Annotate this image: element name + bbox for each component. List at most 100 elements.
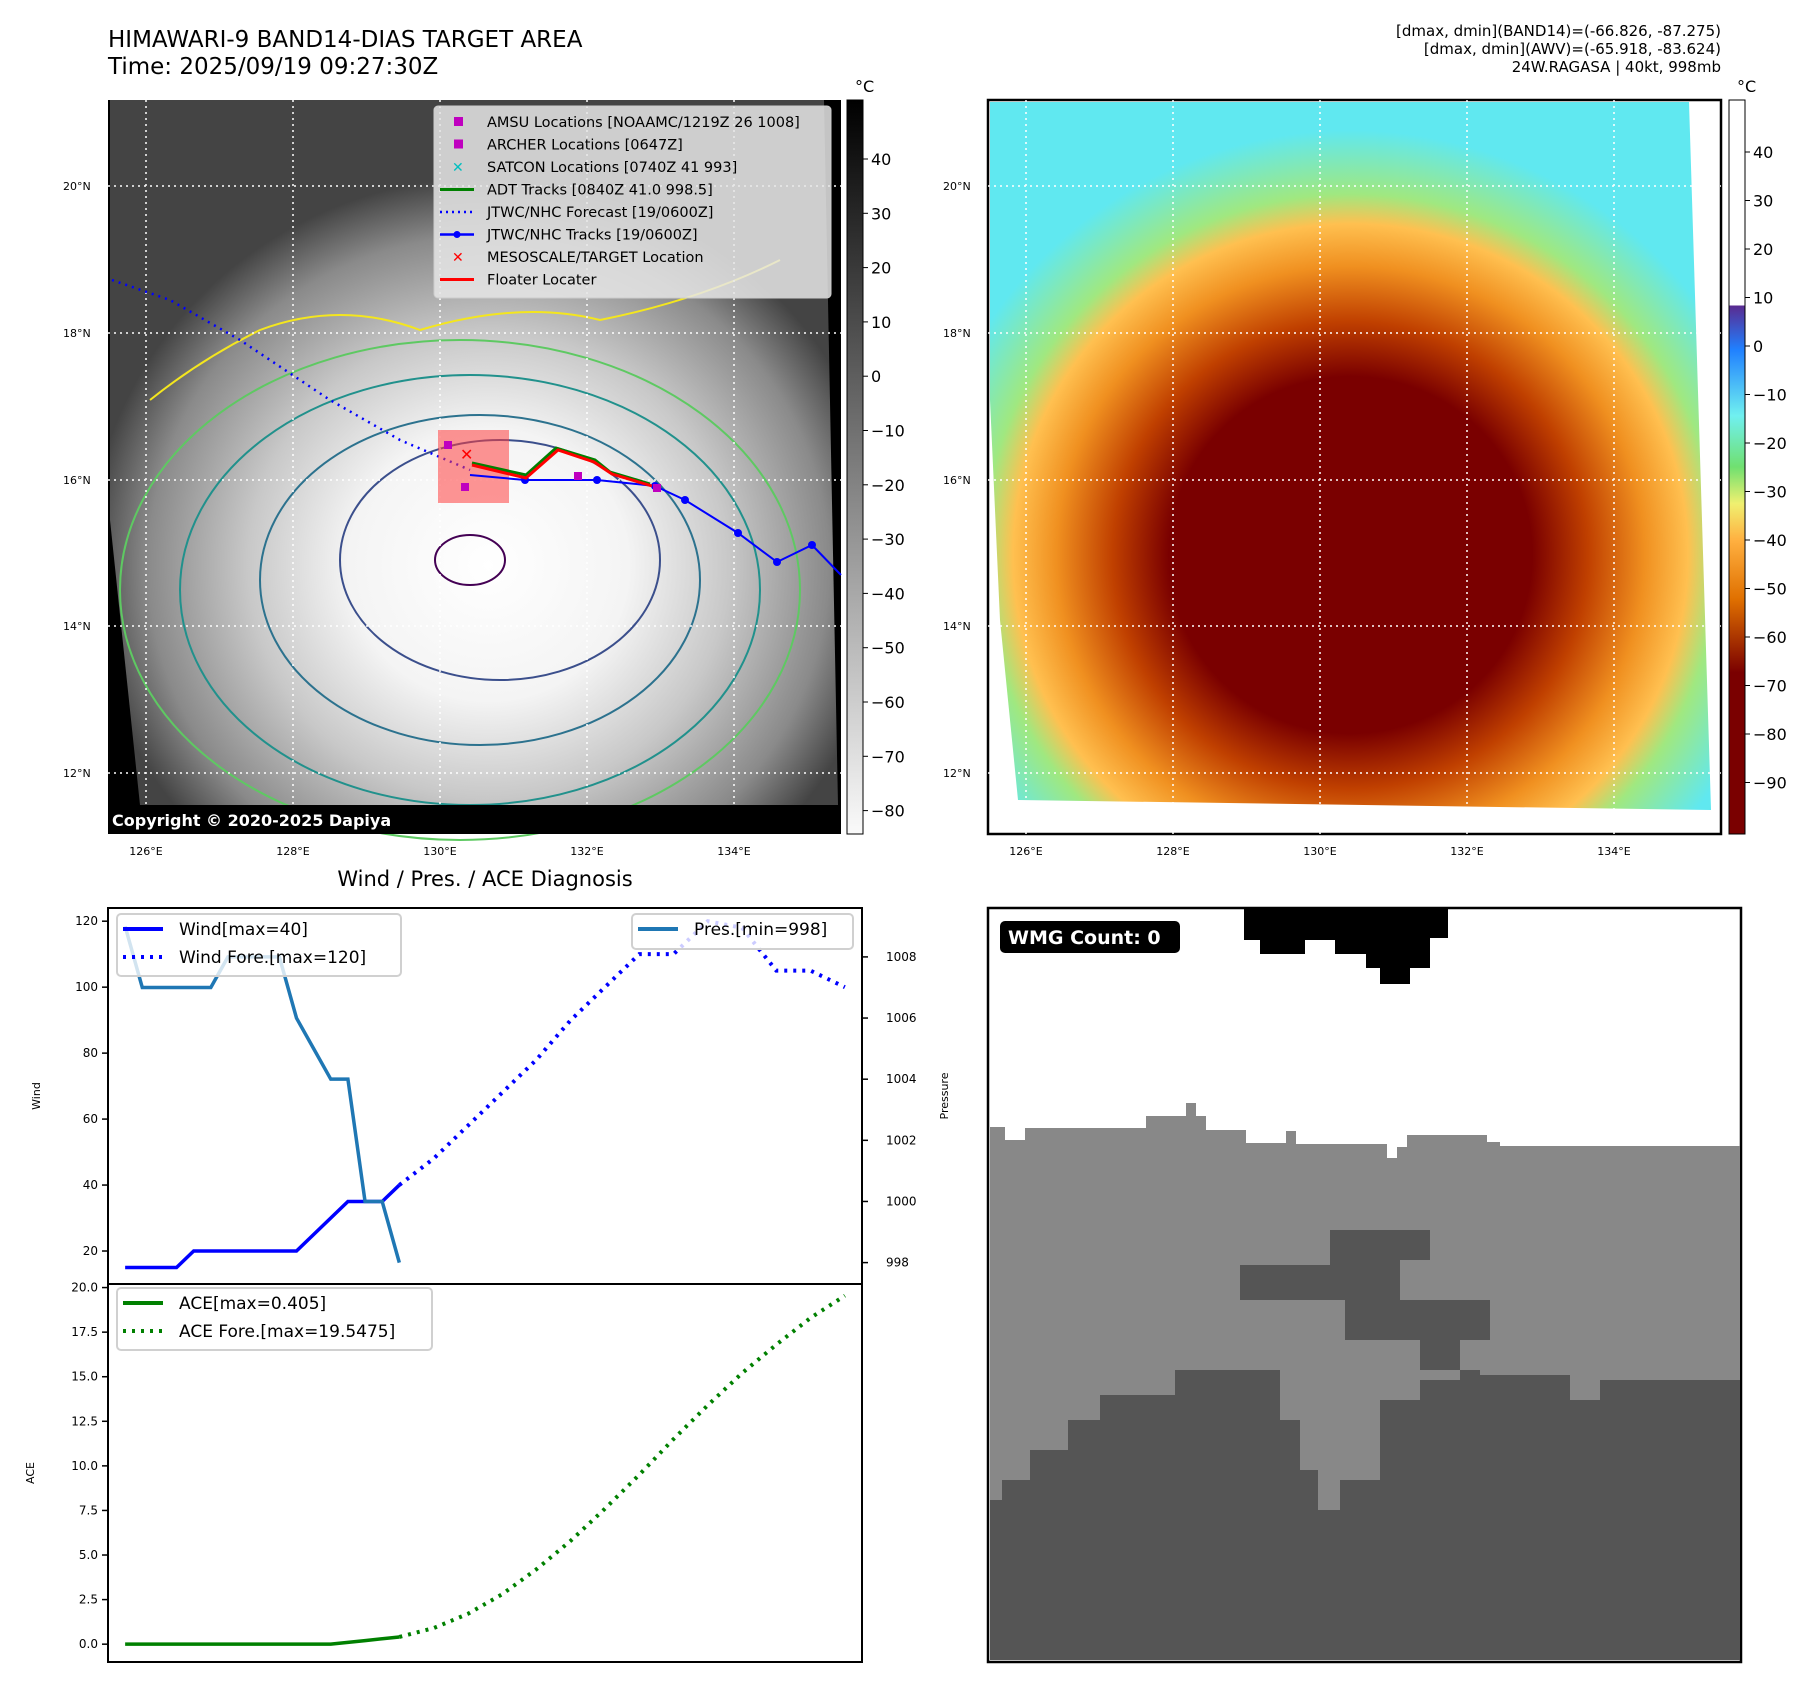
- ir-image-awv: [990, 102, 1711, 810]
- y-tick-label: 17.5: [71, 1325, 98, 1339]
- stats-awv: [dmax, dmin](AWV)=(-65.918, -83.624): [1423, 40, 1721, 58]
- legend-symbol-square: [454, 117, 463, 126]
- lat-label: 16°N: [63, 474, 91, 487]
- legend-pres-label: Pres.[min=998]: [694, 920, 827, 940]
- legend-label: Floater Locater: [487, 273, 596, 289]
- y-tick-label: 80: [83, 1046, 98, 1060]
- lat-label: 14°N: [943, 620, 971, 633]
- svg-text:✕: ✕: [452, 160, 464, 176]
- lat-label: 20°N: [943, 180, 971, 193]
- map-legend-items: AMSU Locations [NOAAMC/1219Z 26 1008] ARC…: [440, 115, 800, 289]
- pressure-axis-label: Pressure: [938, 1072, 951, 1119]
- colorbar-tick-label: −20: [871, 476, 905, 495]
- y-tick-label: 0.0: [79, 1637, 98, 1651]
- y-tick-label-right: 998: [886, 1256, 909, 1270]
- wind-y-ticks: 20 40 60 80 100 120: [75, 914, 108, 1258]
- y-tick-label: 40: [83, 1178, 98, 1192]
- y-tick-label: 20.0: [71, 1281, 98, 1295]
- legend-ace-label: ACE[max=0.405]: [179, 1294, 326, 1314]
- y-tick-label: 100: [75, 980, 98, 994]
- legend-label: ADT Tracks [0840Z 41.0 998.5]: [487, 183, 713, 199]
- amsu-marker: [574, 472, 582, 480]
- right-map-panel: 20°N 18°N 16°N 14°N 12°N 126°E 128°E 130…: [943, 77, 1787, 858]
- y-tick-label-right: 1000: [886, 1194, 917, 1208]
- y-tick-label: 10.0: [71, 1459, 98, 1473]
- lon-label: 132°E: [570, 845, 603, 858]
- y-tick-label: 2.5: [79, 1593, 98, 1607]
- colorbar-tick-label: −20: [1753, 434, 1787, 453]
- legend-symbol-square: [454, 139, 463, 149]
- lon-label: 126°E: [129, 845, 162, 858]
- contour-42: [149, 259, 781, 401]
- colorbar-tick-label: 10: [871, 313, 891, 332]
- lat-label: 12°N: [943, 767, 971, 780]
- y-tick-label: 15.0: [71, 1370, 98, 1384]
- wmg-dark-region: [990, 1230, 1740, 1660]
- ace-y-ticks: 0.0 2.5 5.0 7.5 10.0 12.5 15.0 17.5 20.0: [71, 1281, 108, 1651]
- ace-series: [125, 1293, 846, 1646]
- wind-legend: [116, 913, 402, 977]
- wmg-count-text: WMG Count: 0: [1008, 927, 1161, 949]
- title-line-1: HIMAWARI-9 BAND14-DIAS TARGET AREA: [108, 27, 583, 53]
- colorbar-tick-label: 10: [1753, 289, 1773, 308]
- figure-title: HIMAWARI-9 BAND14-DIAS TARGET AREA Time: …: [108, 27, 582, 81]
- contour-54: [119, 339, 801, 841]
- stats-storm: 24W.RAGASA | 40kt, 998mb: [1511, 58, 1721, 76]
- legend-label: AMSU Locations [NOAAMC/1219Z 26 1008]: [487, 115, 800, 131]
- y-tick-label-right: 1006: [886, 1011, 917, 1025]
- colorbar-tick-label: 40: [1753, 143, 1773, 162]
- colorbar-tick-label: 40: [871, 150, 891, 169]
- ace-axis-label: ACE: [24, 1462, 37, 1484]
- legend-ace-fore-label: ACE Fore.[max=19.5475]: [179, 1322, 395, 1342]
- legend-label: MESOSCALE/TARGET Location: [487, 250, 704, 266]
- archer-marker: [444, 441, 452, 449]
- wmg-panel: WMG Count: 0: [986, 906, 1743, 1664]
- colorbar-tick-label: −60: [871, 693, 905, 712]
- pressure-legend: [631, 913, 854, 950]
- legend-symbol-x: ✕: [452, 160, 464, 176]
- awv-colorbar: [1728, 99, 1746, 835]
- jtwc-forecast-track: [111, 278, 471, 472]
- contour-76: [259, 414, 701, 746]
- legend-wind-fore-label: Wind Fore.[max=120]: [179, 948, 366, 968]
- legend-label: JTWC/NHC Tracks [19/0600Z]: [486, 228, 698, 244]
- right-lat-labels: 20°N 18°N 16°N 14°N 12°N: [943, 180, 971, 780]
- y-tick-label-right: 1002: [886, 1133, 917, 1147]
- stats-band14: [dmax, dmin](BAND14)=(-66.826, -87.275): [1396, 22, 1721, 40]
- lat-label: 16°N: [943, 474, 971, 487]
- lat-label: 20°N: [63, 180, 91, 193]
- gray-colorbar: [846, 99, 864, 835]
- colorbar-tick-label: −30: [871, 530, 905, 549]
- colorbar-tick-label: 0: [1753, 337, 1763, 356]
- legend-symbol-x: ✕: [452, 250, 464, 266]
- colorbar-tick-label: 30: [871, 204, 891, 223]
- copyright-bar: [108, 805, 841, 834]
- colorbar-tick-label: −10: [1753, 386, 1787, 405]
- colorbar-tick-label: −50: [871, 639, 905, 658]
- y-tick-label: 20: [83, 1244, 98, 1258]
- map-legend: [433, 105, 832, 299]
- mesoscale-target-marker: ✕: [460, 445, 473, 464]
- storm-stats: [dmax, dmin](BAND14)=(-66.826, -87.275)[…: [1396, 22, 1721, 76]
- copyright-text: Copyright © 2020-2025 Dapiya: [112, 811, 391, 830]
- gray-colorbar-ticks: 40 30 20 10 0 −10 −20 −30 −40 −50 −60 −70 −80: [863, 150, 905, 821]
- colorbar-tick-label: 20: [871, 259, 891, 278]
- colorbar-tick-label: −40: [871, 584, 905, 603]
- colorbar-unit: °C: [855, 77, 874, 96]
- right-lon-labels: 126°E 128°E 130°E 132°E 134°E: [1009, 845, 1630, 858]
- colorbar-tick-label: −60: [1753, 628, 1787, 647]
- legend-label: SATCON Locations [0740Z 41 993]: [487, 160, 737, 176]
- wmg-black-region: [1244, 908, 1448, 984]
- wmg-count-badge: [1000, 921, 1180, 953]
- colorbar-tick-label: −80: [871, 802, 905, 821]
- contour-core: [434, 534, 506, 586]
- floater-locater: [471, 448, 653, 488]
- y-tick-label: 60: [83, 1112, 98, 1126]
- lat-label: 18°N: [63, 327, 91, 340]
- y-tick-label: 7.5: [79, 1503, 98, 1517]
- y-tick-label: 12.5: [71, 1414, 98, 1428]
- colorbar-tick-label: −70: [871, 747, 905, 766]
- lon-label: 130°E: [423, 845, 456, 858]
- amsu-marker: [653, 484, 661, 492]
